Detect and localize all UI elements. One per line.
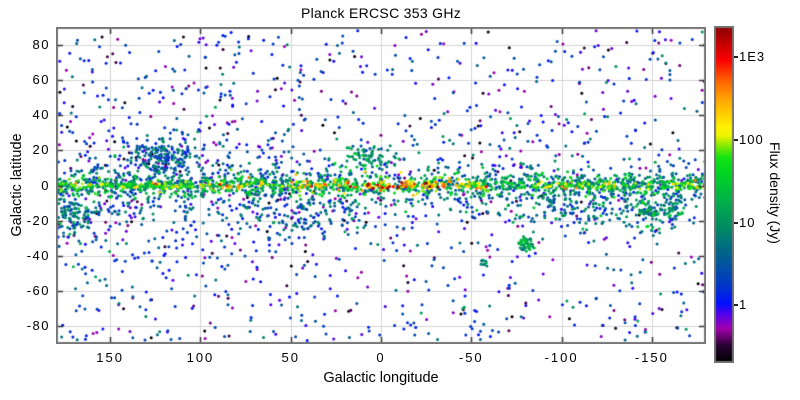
y-tick-label: 60 — [32, 71, 50, 87]
y-tick-label: -80 — [26, 318, 50, 334]
y-tick-label: -40 — [26, 247, 50, 263]
x-tick-label: 0 — [376, 350, 386, 365]
x-tick-label: -50 — [458, 350, 484, 365]
colorbar-tick — [734, 56, 738, 59]
y-tick-label: 80 — [32, 36, 50, 52]
colorbar-tick — [734, 304, 738, 307]
x-axis-label: Galactic longitude — [323, 370, 439, 386]
colorbar-tick-label: 100 — [739, 132, 764, 148]
colorbar-tick-label: 1E3 — [739, 49, 766, 65]
colorbar-tick — [734, 221, 738, 224]
y-tick-label: -20 — [26, 212, 50, 228]
y-tick-label: 40 — [32, 107, 50, 123]
colorbar-axis-label: Flux density (Jy) — [767, 142, 783, 244]
colorbar-tick-label: 10 — [739, 214, 756, 230]
x-tick-label: -150 — [634, 350, 669, 365]
y-tick-label: 20 — [32, 142, 50, 158]
y-tick-label: 0 — [41, 177, 50, 193]
x-tick-label: 100 — [186, 350, 215, 365]
scatter-plot-canvas — [56, 27, 706, 344]
x-tick-label: 150 — [96, 350, 125, 365]
colorbar-tick — [734, 139, 738, 142]
y-tick-label: -60 — [26, 283, 50, 299]
colorbar-tick-label: 1 — [739, 297, 748, 313]
x-tick-label: 50 — [281, 350, 300, 365]
colorbar-canvas — [714, 26, 734, 363]
chart-title: Planck ERCSC 353 GHz — [300, 5, 462, 21]
x-tick-label: -100 — [544, 350, 579, 365]
